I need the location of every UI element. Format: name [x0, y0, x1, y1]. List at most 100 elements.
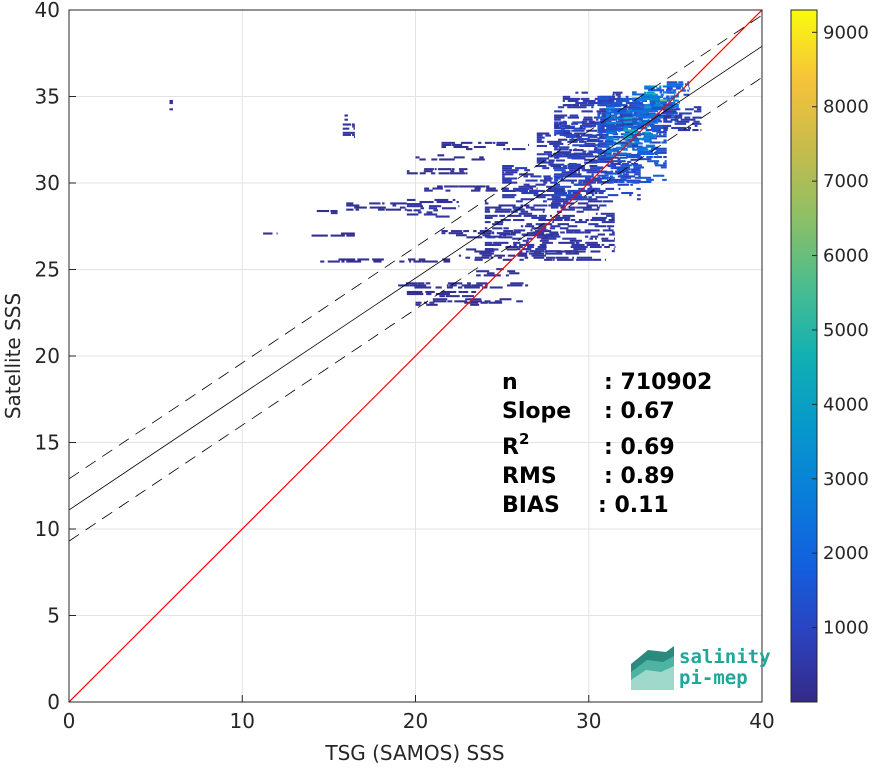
density-cell: [653, 151, 667, 154]
density-cell: [513, 218, 525, 222]
density-cell: [591, 106, 594, 109]
density-cell: [441, 145, 447, 149]
density-cell: [415, 303, 421, 306]
colorbar-tick-label: 9000: [823, 22, 869, 43]
density-cell: [554, 156, 560, 159]
density-cell: [644, 106, 652, 109]
density-cell: [498, 204, 516, 207]
density-cell: [581, 169, 592, 172]
density-cell: [568, 162, 577, 166]
density-cell: [584, 142, 596, 145]
density-cell: [638, 137, 650, 140]
density-cell: [451, 168, 455, 171]
y-tick-label: 15: [35, 431, 60, 455]
density-cell: [573, 248, 587, 251]
colorbar-tick-label: 1000: [823, 618, 869, 639]
density-cell: [537, 229, 549, 232]
density-cell: [502, 173, 514, 176]
density-cell: [610, 160, 626, 163]
density-cell: [441, 143, 452, 146]
density-cell: [369, 202, 381, 205]
density-cell: [646, 178, 654, 181]
density-cell: [461, 284, 472, 287]
density-cell: [651, 85, 657, 88]
density-cell: [610, 178, 627, 181]
density-cell: [535, 223, 553, 226]
density-cell: [341, 232, 355, 235]
density-cell: [527, 237, 533, 240]
density-cell: [651, 126, 667, 130]
density-cell: [661, 112, 678, 115]
density-cell: [648, 121, 659, 124]
density-cell: [552, 218, 563, 222]
density-cell: [574, 148, 577, 151]
density-cell: [597, 137, 613, 140]
density-cell: [454, 300, 468, 303]
density-cell: [484, 214, 498, 217]
density-cell: [499, 298, 512, 301]
density-cell: [584, 158, 595, 161]
density-cell: [606, 107, 615, 110]
density-cell: [576, 194, 582, 197]
density-cell: [666, 81, 678, 84]
density-cell: [573, 250, 586, 253]
density-cell: [520, 204, 524, 207]
density-cell: [330, 212, 338, 215]
density-cell: [456, 200, 459, 204]
density-cell: [632, 91, 637, 94]
density-cell: [582, 118, 593, 121]
density-cell: [518, 245, 523, 249]
density-cell: [586, 243, 601, 246]
density-cell: [445, 189, 451, 192]
density-cell: [575, 102, 588, 105]
density-cell: [674, 120, 679, 123]
density-cell: [581, 120, 588, 123]
density-cell: [406, 293, 424, 296]
density-cell: [582, 133, 586, 136]
density-cell: [467, 282, 471, 285]
density-cell: [499, 214, 506, 217]
stat-value: : 0.11: [598, 493, 669, 518]
density-cell: [455, 234, 467, 237]
density-cell: [354, 206, 367, 209]
density-cell: [554, 169, 566, 172]
density-cell: [436, 200, 453, 204]
density-cell: [616, 146, 626, 149]
density-cell: [471, 290, 477, 294]
density-cell: [625, 179, 641, 182]
density-cell: [666, 85, 673, 88]
density-cell: [552, 258, 555, 261]
density-cell: [415, 156, 420, 159]
density-cell: [678, 91, 680, 94]
density-cell: [342, 123, 352, 126]
density-cell: [493, 141, 496, 144]
density-cell: [613, 237, 615, 240]
density-cell: [620, 176, 632, 179]
density-cell: [609, 233, 615, 236]
density-cell: [494, 210, 511, 213]
density-cell: [543, 177, 553, 180]
density-cell: [435, 286, 442, 289]
density-cell: [614, 117, 629, 120]
density-cell: [658, 120, 663, 123]
density-cell: [525, 250, 529, 253]
density-cell: [700, 129, 702, 132]
density-cell: [597, 166, 604, 169]
density-cell: [567, 116, 580, 119]
density-cell: [618, 180, 625, 183]
density-cell: [500, 218, 511, 222]
colorbar: [790, 9, 818, 703]
density-cell: [542, 167, 550, 170]
density-cell: [630, 158, 639, 161]
density-cell: [354, 135, 356, 139]
density-cell: [502, 181, 518, 184]
density-cell: [586, 129, 598, 132]
colorbar-tick-label: 6000: [823, 246, 869, 267]
density-cell: [466, 248, 477, 251]
density-cell: [465, 298, 482, 301]
density-cell: [496, 141, 509, 144]
density-cell: [590, 250, 601, 253]
density-cell: [554, 198, 571, 201]
density-cell: [584, 161, 598, 164]
density-cell: [405, 282, 418, 285]
